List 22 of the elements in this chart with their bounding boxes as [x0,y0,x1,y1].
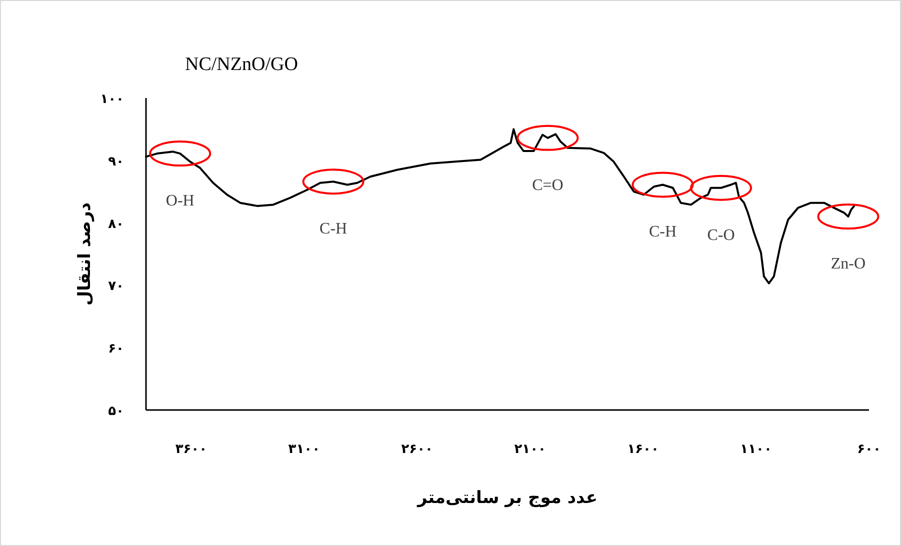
annotation: C-H [648,224,677,241]
annotation: Zn-O [830,256,866,273]
x-axis-title: عدد موج بر سانتی‌متر [416,488,598,508]
y-axis-title: درصد انتقال [75,202,95,306]
chart-title: NC/NZnO/GO [185,54,298,75]
y-tick-label: ۸۰ [108,216,124,232]
y-tick-label: ۶۰ [108,342,124,357]
x-tick-label: ۲۱۰۰ [514,442,546,457]
y-tick-label: ۷۰ [108,279,124,294]
x-tick-label: ۳۶۰۰ [175,442,208,457]
annotation: C-H [320,220,348,238]
y-tick-label: ۹۰ [108,154,124,170]
annotation: O-H [166,192,195,210]
x-tick-label: ۶۰۰ [857,442,881,457]
annotation: C-O [707,226,735,244]
x-tick-label: ۱۱۰۰ [740,442,772,457]
x-tick-label: ۲۶۰۰ [401,442,433,457]
y-tick-label: ۱۰۰ [100,92,124,107]
x-tick-label: ۱۶۰۰ [627,442,659,457]
x-tick-label: ۳۱۰۰ [288,442,320,457]
annotation: C=O [532,176,564,194]
y-tick-label: ۵۰ [108,404,124,419]
